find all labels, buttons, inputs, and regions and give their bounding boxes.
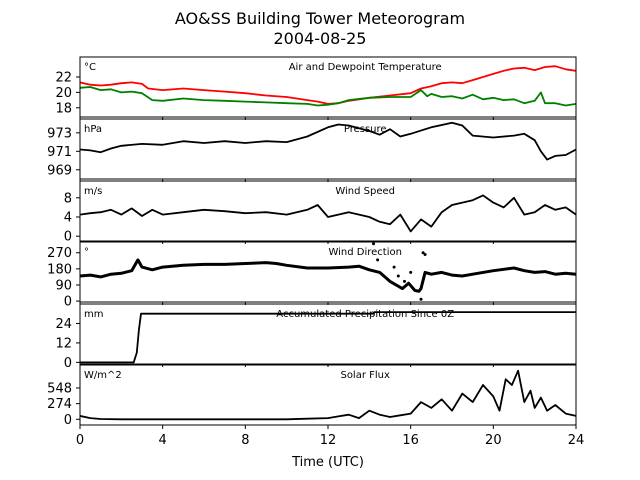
panel-unit: hPa — [84, 124, 102, 135]
x-tick-label: 0 — [76, 433, 84, 448]
y-tick-label: 180 — [47, 262, 72, 277]
panel-2: 0 4 8 m/s Wind Speed — [64, 180, 577, 245]
y-tick-label: 0 — [64, 356, 72, 371]
y-tick-label: 0 — [64, 413, 72, 428]
x-tick-label: 8 — [241, 433, 249, 448]
x-tick-label: 20 — [485, 433, 502, 448]
panel-frame — [79, 364, 577, 426]
y-tick-label: 973 — [47, 126, 72, 141]
data-point — [396, 274, 400, 278]
y-tick-label: 8 — [64, 191, 72, 206]
y-tick-label: 0 — [64, 230, 72, 245]
y-tick-label: 969 — [47, 163, 72, 178]
y-tick-label: 270 — [47, 246, 72, 261]
series-line-0 — [80, 194, 576, 233]
y-tick-label: 971 — [47, 145, 72, 160]
data-point — [409, 270, 413, 274]
panel-4: 0 12 24 mm Accumulated Precipitation Since 0… — [55, 303, 577, 371]
data-point — [376, 258, 380, 262]
y-tick-label: 90 — [55, 278, 72, 293]
panel-unit: W/m^2 — [84, 370, 122, 381]
data-point — [421, 251, 425, 255]
y-tick-label: 12 — [55, 336, 72, 351]
panel-unit: m/s — [84, 186, 102, 197]
x-axis-label: Time (UTC) — [291, 455, 364, 470]
y-tick-label: 20 — [55, 86, 72, 101]
x-tick-label: 12 — [320, 433, 337, 448]
data-point — [403, 279, 406, 283]
y-tick-label: 0 — [64, 295, 72, 310]
chart-subtitle: 2004-08-25 — [274, 29, 367, 48]
series-line-1 — [80, 86, 576, 107]
y-tick-label: 24 — [55, 317, 72, 332]
x-tick-label: 16 — [402, 433, 419, 448]
panel-title: Pressure — [344, 124, 387, 135]
series-line-0 — [80, 369, 576, 421]
x-tick-label: 24 — [568, 433, 585, 448]
panel-title: Solar Flux — [340, 370, 390, 381]
series-line-0 — [80, 258, 576, 293]
panel-unit: °C — [84, 62, 96, 73]
data-point — [423, 253, 427, 256]
y-tick-label: 4 — [64, 211, 72, 226]
panel-title: Accumulated Precipitation Since 0Z — [276, 309, 454, 320]
data-point — [419, 297, 423, 301]
data-point — [392, 265, 396, 269]
series-line-0 — [80, 121, 576, 161]
chart-title: AO&SS Building Tower Meteorogram — [175, 9, 465, 28]
panel-title: Wind Direction — [328, 247, 402, 258]
x-tick-label: 4 — [159, 433, 167, 448]
y-tick-label: 274 — [47, 397, 72, 412]
panel-unit: ° — [84, 247, 89, 258]
data-point — [372, 242, 375, 246]
y-tick-label: 18 — [55, 101, 72, 116]
panel-title: Air and Dewpoint Temperature — [289, 62, 442, 73]
panel-unit: mm — [84, 309, 103, 320]
series-line-0 — [80, 311, 576, 364]
y-tick-label: 548 — [47, 381, 72, 396]
panel-1: 969 971 973 hPa Pressure — [47, 118, 577, 182]
x-axis: 0 4 8 12 16 20 24 — [76, 433, 584, 448]
panel-title: Wind Speed — [335, 186, 395, 197]
y-tick-label: 22 — [55, 71, 72, 86]
